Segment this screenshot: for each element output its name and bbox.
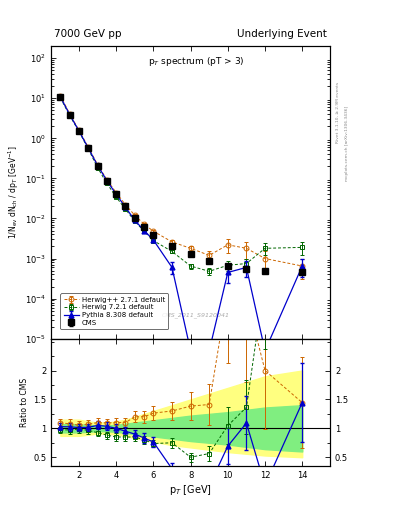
Text: mcplots.cern.ch [arXiv:1306.3436]: mcplots.cern.ch [arXiv:1306.3436] — [345, 106, 349, 181]
X-axis label: p$_T$ [GeV]: p$_T$ [GeV] — [169, 482, 212, 497]
Text: p$_T$ spectrum (pT > 3): p$_T$ spectrum (pT > 3) — [148, 55, 244, 68]
Text: CMS_2011_S9120041: CMS_2011_S9120041 — [162, 312, 230, 318]
Text: 7000 GeV pp: 7000 GeV pp — [54, 29, 121, 39]
Text: Rivet 3.1.10, ≥ 2.9M events: Rivet 3.1.10, ≥ 2.9M events — [336, 82, 340, 143]
Text: Underlying Event: Underlying Event — [237, 29, 327, 39]
Y-axis label: Ratio to CMS: Ratio to CMS — [20, 378, 29, 427]
Y-axis label: 1/N$_{\rm ev}$ dN$_{\rm ch}$ / dp$_T$ [GeV$^{-1}$]: 1/N$_{\rm ev}$ dN$_{\rm ch}$ / dp$_T$ [G… — [7, 145, 21, 240]
Legend: Herwig++ 2.7.1 default, Herwig 7.2.1 default, Pythia 8.308 default, CMS: Herwig++ 2.7.1 default, Herwig 7.2.1 def… — [60, 293, 168, 329]
